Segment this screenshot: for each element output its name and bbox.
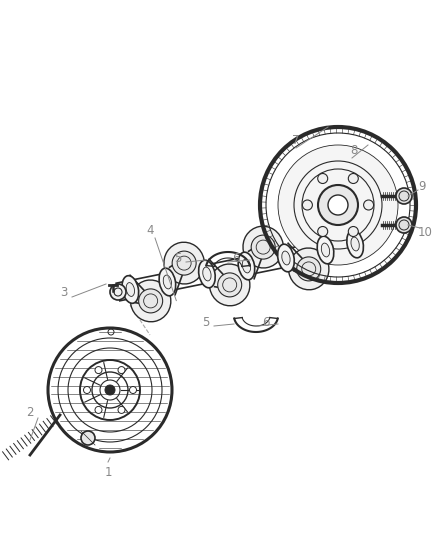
- Ellipse shape: [159, 268, 176, 296]
- Circle shape: [348, 174, 358, 183]
- Ellipse shape: [243, 226, 283, 268]
- Ellipse shape: [203, 267, 211, 281]
- Circle shape: [130, 386, 137, 393]
- Circle shape: [110, 284, 126, 300]
- Circle shape: [251, 235, 275, 259]
- Circle shape: [396, 217, 412, 233]
- Text: 10: 10: [417, 225, 432, 238]
- Circle shape: [278, 145, 398, 265]
- Ellipse shape: [242, 259, 251, 273]
- Ellipse shape: [198, 260, 215, 288]
- Ellipse shape: [351, 237, 359, 251]
- Text: 2: 2: [26, 406, 34, 418]
- Text: 9: 9: [418, 180, 426, 192]
- Circle shape: [364, 200, 374, 210]
- Circle shape: [318, 185, 358, 225]
- Circle shape: [318, 227, 328, 237]
- Circle shape: [218, 273, 242, 297]
- Ellipse shape: [282, 251, 290, 265]
- Circle shape: [95, 407, 102, 414]
- Circle shape: [348, 227, 358, 237]
- Ellipse shape: [289, 248, 329, 290]
- Ellipse shape: [164, 242, 205, 284]
- Circle shape: [328, 195, 348, 215]
- Circle shape: [81, 431, 95, 445]
- Ellipse shape: [317, 236, 334, 264]
- Text: 6: 6: [232, 252, 240, 264]
- Circle shape: [95, 367, 102, 374]
- Ellipse shape: [278, 244, 294, 272]
- Circle shape: [318, 174, 328, 183]
- Ellipse shape: [122, 276, 139, 303]
- Ellipse shape: [163, 275, 172, 289]
- Circle shape: [105, 385, 115, 395]
- Circle shape: [297, 257, 321, 281]
- Text: 5: 5: [174, 252, 182, 264]
- Ellipse shape: [131, 280, 171, 322]
- Circle shape: [84, 386, 91, 393]
- Text: 7: 7: [292, 133, 300, 147]
- Circle shape: [118, 367, 125, 374]
- Text: 5: 5: [202, 316, 210, 328]
- Text: 6: 6: [262, 316, 270, 328]
- Circle shape: [118, 407, 125, 414]
- Ellipse shape: [347, 230, 364, 258]
- Circle shape: [302, 200, 312, 210]
- Circle shape: [396, 188, 412, 204]
- Text: 4: 4: [146, 224, 154, 238]
- Text: 8: 8: [350, 144, 358, 157]
- Ellipse shape: [321, 243, 330, 257]
- Ellipse shape: [209, 264, 250, 306]
- Text: 3: 3: [60, 287, 68, 300]
- Text: 1: 1: [104, 465, 112, 479]
- Circle shape: [172, 251, 196, 275]
- Circle shape: [139, 289, 162, 313]
- Ellipse shape: [238, 252, 255, 280]
- Ellipse shape: [126, 282, 134, 296]
